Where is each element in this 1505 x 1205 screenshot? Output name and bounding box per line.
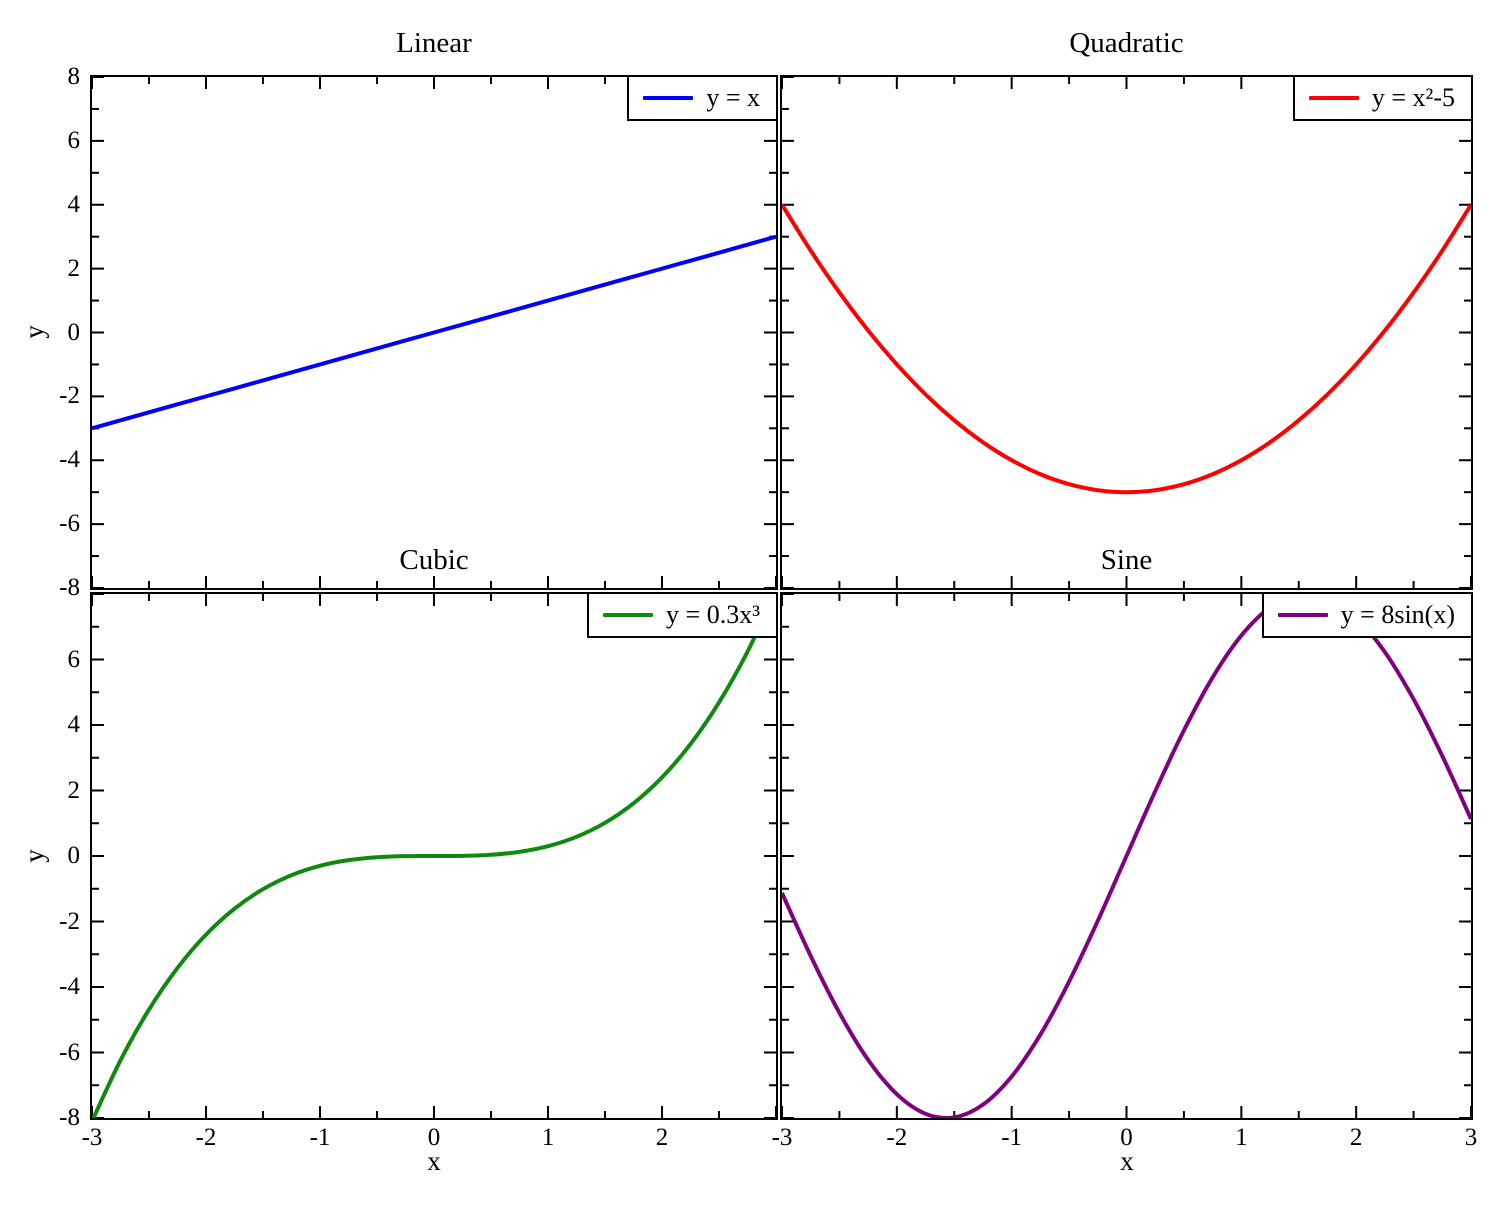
x-tick-label: 2 [655, 1124, 669, 1151]
curve-sine [782, 594, 1471, 1118]
x-tick-label: -2 [195, 1124, 217, 1151]
y-tick-label: -6 [59, 510, 80, 538]
plot-area-cubic [92, 594, 776, 1118]
x-axis-label-bottom-left: x [427, 1146, 441, 1176]
curve-quadratic [782, 203, 1471, 495]
y-tick-label: -8 [59, 1104, 80, 1131]
plot-area-sine [782, 594, 1471, 1118]
panel-linear: y = x [90, 75, 778, 590]
legend-box-linear: y = x [627, 75, 778, 121]
y-tick-label: 0 [67, 842, 81, 869]
legend-box-cubic: y = 0.3x³ [587, 592, 778, 638]
x-tick-label: 3 [1464, 1124, 1478, 1151]
y-tick-label: -4 [59, 973, 80, 1000]
legend-label-cubic: y = 0.3x³ [666, 600, 760, 629]
legend-label-linear: y = x [706, 83, 760, 112]
x-tick-label: 0 [427, 1124, 441, 1151]
y-tick-label: -2 [59, 907, 80, 935]
x-tick-label: -1 [1001, 1124, 1023, 1151]
x-tick-label: -2 [886, 1124, 908, 1151]
panel-cubic: y = 0.3x³ [90, 592, 778, 1120]
y-tick-label: -2 [59, 382, 80, 410]
legend-label-quadratic: y = x²-5 [1371, 83, 1455, 112]
y-tick-label: -4 [59, 446, 80, 474]
panel-title-cubic: Cubic [399, 544, 469, 576]
x-tick-label: 1 [1235, 1124, 1248, 1151]
legend-line-sample-sine [1277, 613, 1328, 617]
curve-cubic [92, 594, 776, 1118]
x-tick-label: 0 [1120, 1124, 1133, 1151]
legend-box-sine: y = 8sin(x) [1261, 592, 1473, 638]
plot-area-quadratic [782, 77, 1471, 588]
y-tick-label: 4 [67, 711, 81, 738]
x-tick-label: 2 [1349, 1124, 1363, 1151]
y-tick-label: 0 [67, 318, 81, 346]
panel-title-sine: Sine [1100, 544, 1153, 576]
plot-area-linear [92, 77, 776, 588]
y-tick-label: 2 [67, 776, 81, 804]
y-tick-label: 8 [67, 63, 81, 90]
x-tick-label: -1 [309, 1124, 331, 1151]
legend-box-quadratic: y = x²-5 [1292, 75, 1473, 121]
legend-line-sample-linear [643, 96, 694, 100]
legend-line-sample-cubic [603, 613, 654, 617]
y-tick-label: -6 [59, 1038, 80, 1066]
panel-title-quadratic: Quadratic [1069, 27, 1184, 59]
curve-linear [92, 234, 776, 431]
panel-quadratic: y = x²-5 [780, 75, 1473, 590]
y-tick-label: 6 [67, 645, 81, 673]
legend-line-sample-quadratic [1308, 96, 1359, 100]
panel-title-linear: Linear [396, 27, 472, 59]
y-tick-label: 6 [67, 126, 81, 154]
y-tick-label: -8 [59, 574, 80, 601]
x-tick-label: 1 [541, 1124, 555, 1151]
x-tick-label: -3 [771, 1124, 793, 1151]
y-tick-label: 4 [67, 190, 81, 218]
y-tick-label: 2 [67, 254, 81, 282]
x-tick-label: -3 [81, 1124, 103, 1151]
legend-label-sine: y = 8sin(x) [1340, 600, 1455, 629]
x-axis-label-bottom-right: x [1120, 1146, 1134, 1176]
panel-sine: y = 8sin(x) [780, 592, 1473, 1120]
